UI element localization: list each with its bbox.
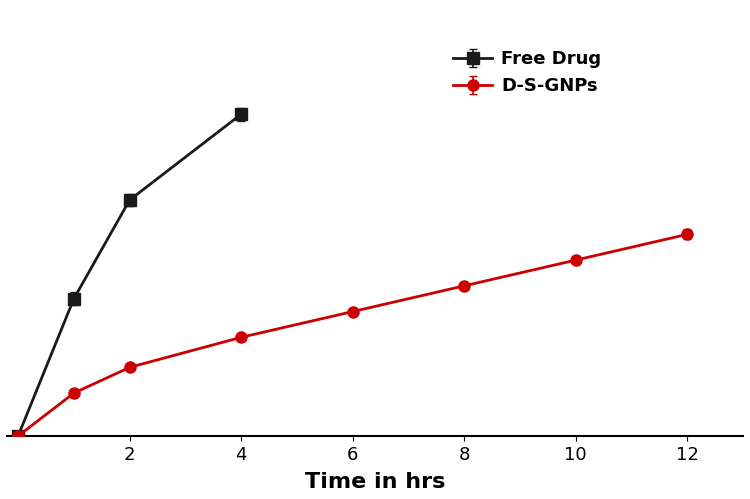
- Legend: Free Drug, D-S-GNPs: Free Drug, D-S-GNPs: [453, 50, 602, 95]
- X-axis label: Time in hrs: Time in hrs: [304, 472, 446, 492]
